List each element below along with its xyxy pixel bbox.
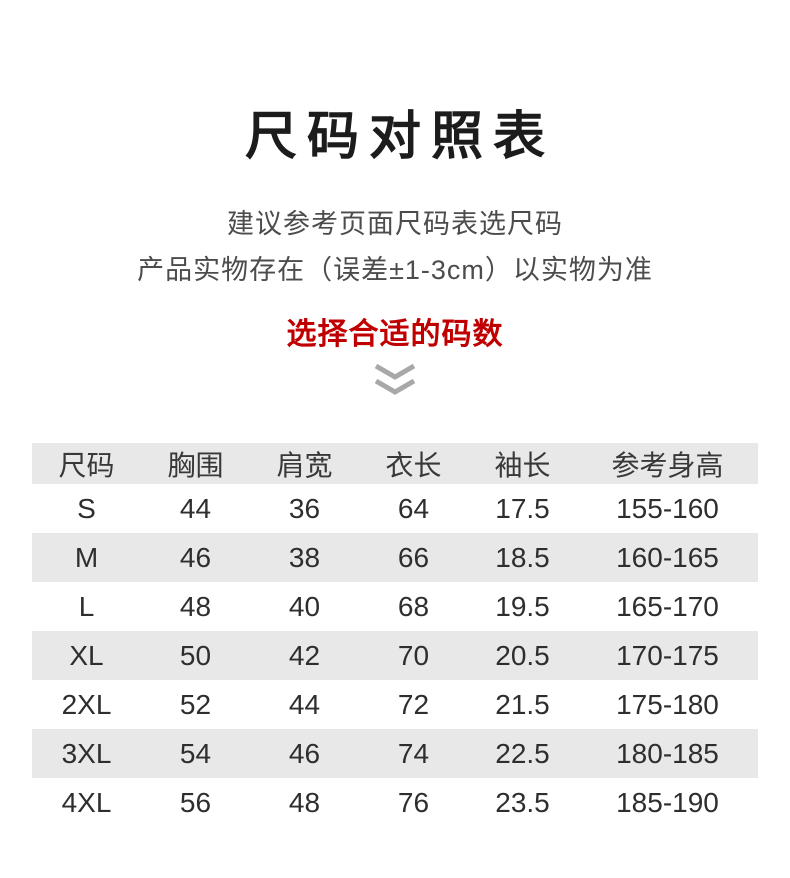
table-cell: 170-175 <box>616 639 719 671</box>
table-cell: 21.5 <box>495 688 550 720</box>
col-header-length: 衣长 <box>359 443 468 484</box>
table-row: XL 50 42 70 20.5 170-175 <box>32 631 758 680</box>
table-cell: 40 <box>288 590 321 622</box>
table-cell: 46 <box>179 541 212 573</box>
table-cell: 70 <box>397 639 430 671</box>
table-cell: 48 <box>179 590 212 622</box>
table-cell: 44 <box>179 492 212 524</box>
table-cell: 18.5 <box>495 541 550 573</box>
table-cell: 56 <box>179 786 212 818</box>
table-cell: 44 <box>288 688 321 720</box>
table-cell: 160-165 <box>616 541 719 573</box>
col-header-chest: 胸围 <box>141 443 250 484</box>
table-cell: 76 <box>397 786 430 818</box>
table-cell: 36 <box>288 492 321 524</box>
highlight-text: 选择合适的码数 <box>286 318 504 351</box>
col-header-shoulder: 肩宽 <box>250 443 359 484</box>
table-cell: 68 <box>397 590 430 622</box>
table-cell: 52 <box>179 688 212 720</box>
table-cell: 64 <box>397 492 430 524</box>
col-header-size: 尺码 <box>32 443 141 484</box>
table-cell: 42 <box>288 639 321 671</box>
table-cell: 2XL <box>61 688 112 720</box>
subtitle-line-2: 产品实物存在（误差±1-3cm）以实物为准 <box>137 255 653 285</box>
table-row: M 46 38 66 18.5 160-165 <box>32 533 758 582</box>
table-cell: 46 <box>288 737 321 769</box>
table-cell: 22.5 <box>495 737 550 769</box>
table-cell: XL <box>69 639 104 671</box>
table-cell: 165-170 <box>616 590 719 622</box>
double-chevron-down-icon <box>372 363 418 397</box>
table-cell: S <box>77 492 96 524</box>
size-table-body: S 44 36 64 17.5 155-160 M 46 38 66 18.5 160-165 L 48 4… <box>32 484 758 827</box>
table-cell: 23.5 <box>495 786 550 818</box>
table-cell: 180-185 <box>616 737 719 769</box>
col-header-height: 参考身高 <box>577 443 758 484</box>
col-header-sleeve: 袖长 <box>468 443 577 484</box>
table-cell: L <box>78 590 95 622</box>
page-title: 尺码对照表 <box>244 108 555 166</box>
table-cell: 175-180 <box>616 688 719 720</box>
table-cell: 66 <box>397 541 430 573</box>
table-cell: 155-160 <box>616 492 719 524</box>
table-header-row: 尺码 胸围 肩宽 衣长 袖长 参考身高 <box>32 443 758 484</box>
table-cell: 3XL <box>61 737 112 769</box>
table-cell: 50 <box>179 639 212 671</box>
table-row: S 44 36 64 17.5 155-160 <box>32 484 758 533</box>
table-cell: 54 <box>179 737 212 769</box>
table-cell: 38 <box>288 541 321 573</box>
table-cell: 19.5 <box>495 590 550 622</box>
table-cell: 74 <box>397 737 430 769</box>
table-row: 3XL 54 46 74 22.5 180-185 <box>32 729 758 778</box>
subtitle-line-1: 建议参考页面尺码表选尺码 <box>227 209 563 239</box>
table-row: 2XL 52 44 72 21.5 175-180 <box>32 680 758 729</box>
table-cell: 17.5 <box>495 492 550 524</box>
size-table: 尺码 胸围 肩宽 衣长 袖长 参考身高 S 44 36 64 17.5 155-160 M 4… <box>32 443 758 827</box>
table-cell: M <box>74 541 99 573</box>
table-row: L 48 40 68 19.5 165-170 <box>32 582 758 631</box>
table-row: 4XL 56 48 76 23.5 185-190 <box>32 778 758 827</box>
table-cell: 4XL <box>61 786 112 818</box>
table-cell: 72 <box>397 688 430 720</box>
table-cell: 20.5 <box>495 639 550 671</box>
table-cell: 185-190 <box>616 786 719 818</box>
table-cell: 48 <box>288 786 321 818</box>
